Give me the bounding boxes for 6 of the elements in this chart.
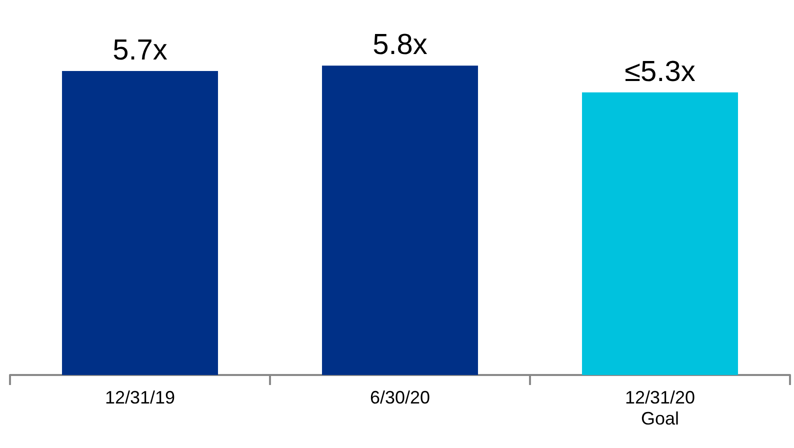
data-label: ≤5.3x [624, 56, 696, 88]
x-tick-label: 6/30/20 [370, 388, 430, 408]
data-label: 5.8x [372, 29, 428, 62]
x-tick-label: 12/31/19 [104, 388, 176, 408]
data-label: 5.7x [112, 34, 168, 66]
x-tick-label: 12/31/20 Goal [624, 388, 696, 428]
